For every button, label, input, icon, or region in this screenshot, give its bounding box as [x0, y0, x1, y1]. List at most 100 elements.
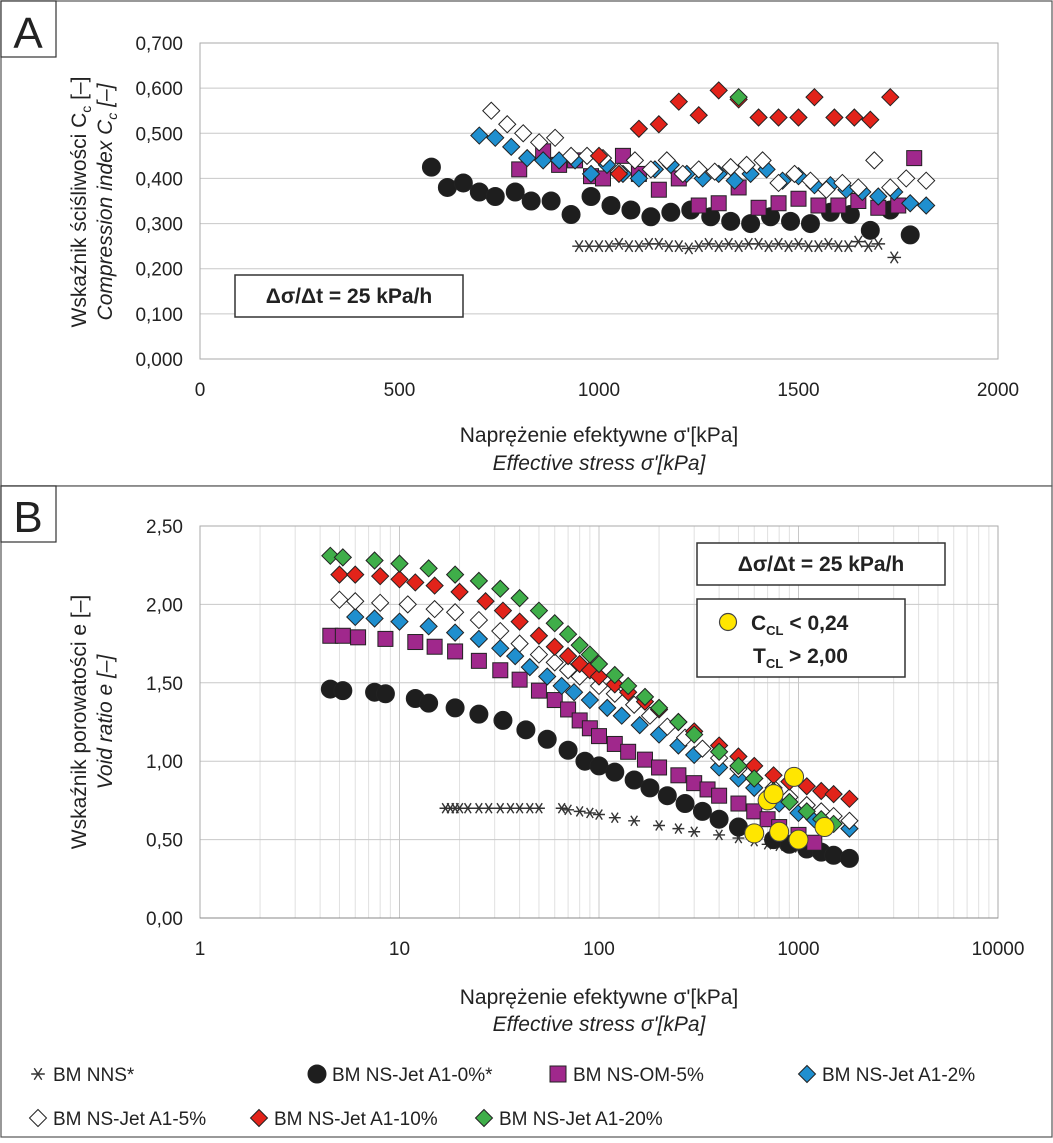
panel-b-point	[589, 676, 609, 696]
panel-a-xlabel-en: Effective stress σ'[kPa]	[493, 452, 707, 475]
panel-b-point	[635, 687, 655, 707]
panel-a-point	[505, 182, 525, 202]
panel-a-point	[701, 237, 716, 251]
panel-b-point	[491, 639, 510, 658]
panel-a-point	[649, 115, 669, 134]
panel-a-ylabel-en: Compression index Cc [–]	[94, 82, 120, 320]
legend-label: BM NS-Jet A1-2%	[822, 1065, 975, 1086]
panel-b-point	[608, 812, 621, 824]
panel-a-point	[672, 239, 686, 253]
panel-a-x-tick-labels: 0 500 1000 1500 2000	[195, 380, 1019, 401]
panel-a-y-tick-label: 0,700	[135, 34, 183, 55]
panel-b-point	[598, 698, 617, 718]
panel-a-point	[609, 164, 629, 184]
panel-b-point	[537, 729, 557, 749]
panel-b-point	[558, 740, 578, 760]
legend-item: BM NNS*	[31, 1065, 135, 1086]
legend-item: BM NS-Jet A1-20%	[474, 1108, 663, 1130]
panel-b-x-tick-label: 100	[583, 939, 615, 960]
panel-b-point	[510, 634, 529, 653]
panel-a-xlabel-pl: Naprężenie efektywne σ'[kPa]	[460, 424, 738, 447]
panel-b-point	[370, 593, 390, 613]
panel-b-highlight-point	[814, 817, 835, 838]
legend-marker	[474, 1108, 494, 1128]
panel-b-point	[390, 554, 409, 573]
panel-b-point	[493, 710, 513, 730]
panel-b-y-tick-label: 2,00	[146, 595, 183, 616]
panel-b-point	[426, 638, 443, 655]
panel-b-highlight-point	[763, 784, 784, 805]
panel-a-point	[771, 237, 786, 251]
panel-a-point	[769, 173, 788, 193]
panel-b-point	[419, 617, 438, 636]
panel-b-point	[469, 704, 489, 724]
panel-b-point	[693, 739, 712, 758]
panel-b-point	[330, 565, 349, 584]
panel-a-point	[781, 211, 801, 231]
panel-b-point	[692, 801, 712, 821]
panel-b-point	[711, 787, 728, 804]
panel-b-point	[562, 804, 575, 816]
panel-b-point	[797, 802, 816, 821]
panel-a-point	[916, 171, 936, 190]
panel-a-point	[521, 191, 541, 211]
panel-b-point	[545, 653, 564, 672]
panel-a-point	[811, 239, 826, 253]
panel-b-point	[729, 769, 748, 788]
panel-a-data-marks	[421, 81, 936, 264]
panel-a-point	[612, 237, 626, 251]
legend-item: BM NS-Jet A1-5%	[28, 1108, 206, 1130]
panel-b-x-tick-labels: 1 10 100 1000 10000	[195, 939, 1025, 960]
panel-a-point	[502, 137, 521, 157]
panel-b-point	[545, 637, 564, 656]
panel-b-x-tick-label: 1000	[777, 939, 819, 960]
panel-b-point	[558, 661, 578, 680]
panel-a-point	[851, 235, 866, 248]
panel-b-gridlines	[199, 525, 999, 919]
panel-b-point	[812, 781, 831, 801]
panel-a-point	[810, 197, 827, 214]
panel-a-y-tick-label: 0,100	[135, 305, 183, 326]
panel-b-point	[482, 802, 495, 814]
panel-b-highlight-point	[788, 829, 809, 850]
panel-a-point	[725, 171, 744, 190]
panel-a-point	[801, 171, 820, 190]
panel-b-point	[450, 582, 469, 602]
panel-b-highlight-point	[769, 821, 790, 842]
legend-item: BM NS-Jet A1-10%	[249, 1108, 438, 1130]
panel-a-point	[437, 177, 457, 197]
panel-b-point	[709, 758, 729, 777]
panel-a-y-tick-label: 0,300	[135, 215, 183, 236]
panel-b-point	[580, 690, 600, 710]
legend-marker	[249, 1108, 269, 1128]
panel-a-point	[485, 186, 505, 206]
panel-b-point	[729, 756, 748, 776]
legend-marker	[307, 1064, 327, 1084]
panel-b-point	[494, 802, 507, 814]
panel-b-point	[589, 654, 609, 674]
panel-a-point	[916, 196, 936, 215]
panel-a-point	[641, 207, 661, 227]
panel-a-x-tick-label: 500	[384, 380, 416, 401]
panel-b-point	[684, 725, 704, 744]
panel-a-y-tick-labels: 0,000 0,100 0,200 0,300 0,400 0,500 0,600 0,700	[135, 34, 183, 371]
panel-a-point	[849, 178, 868, 197]
panel-b-point	[709, 742, 729, 761]
panel-b-point	[580, 645, 600, 664]
panel-a-point	[581, 164, 601, 184]
panel-b-point	[510, 612, 529, 631]
panel-a-point	[705, 162, 724, 181]
panel-b-point	[419, 693, 439, 713]
panel-b-point	[425, 599, 444, 619]
panel-b-point	[558, 624, 578, 644]
panel-b-point	[558, 646, 578, 666]
panel-b-point	[321, 546, 340, 565]
panel-a-point	[517, 148, 537, 168]
panel-a-point	[602, 239, 616, 253]
panel-b-letter-box	[0, 485, 57, 543]
panel-a-y-tick-label: 0,500	[135, 124, 183, 145]
panel-b-y-tick-label: 1,50	[146, 674, 183, 695]
panel-a-point	[825, 108, 844, 127]
